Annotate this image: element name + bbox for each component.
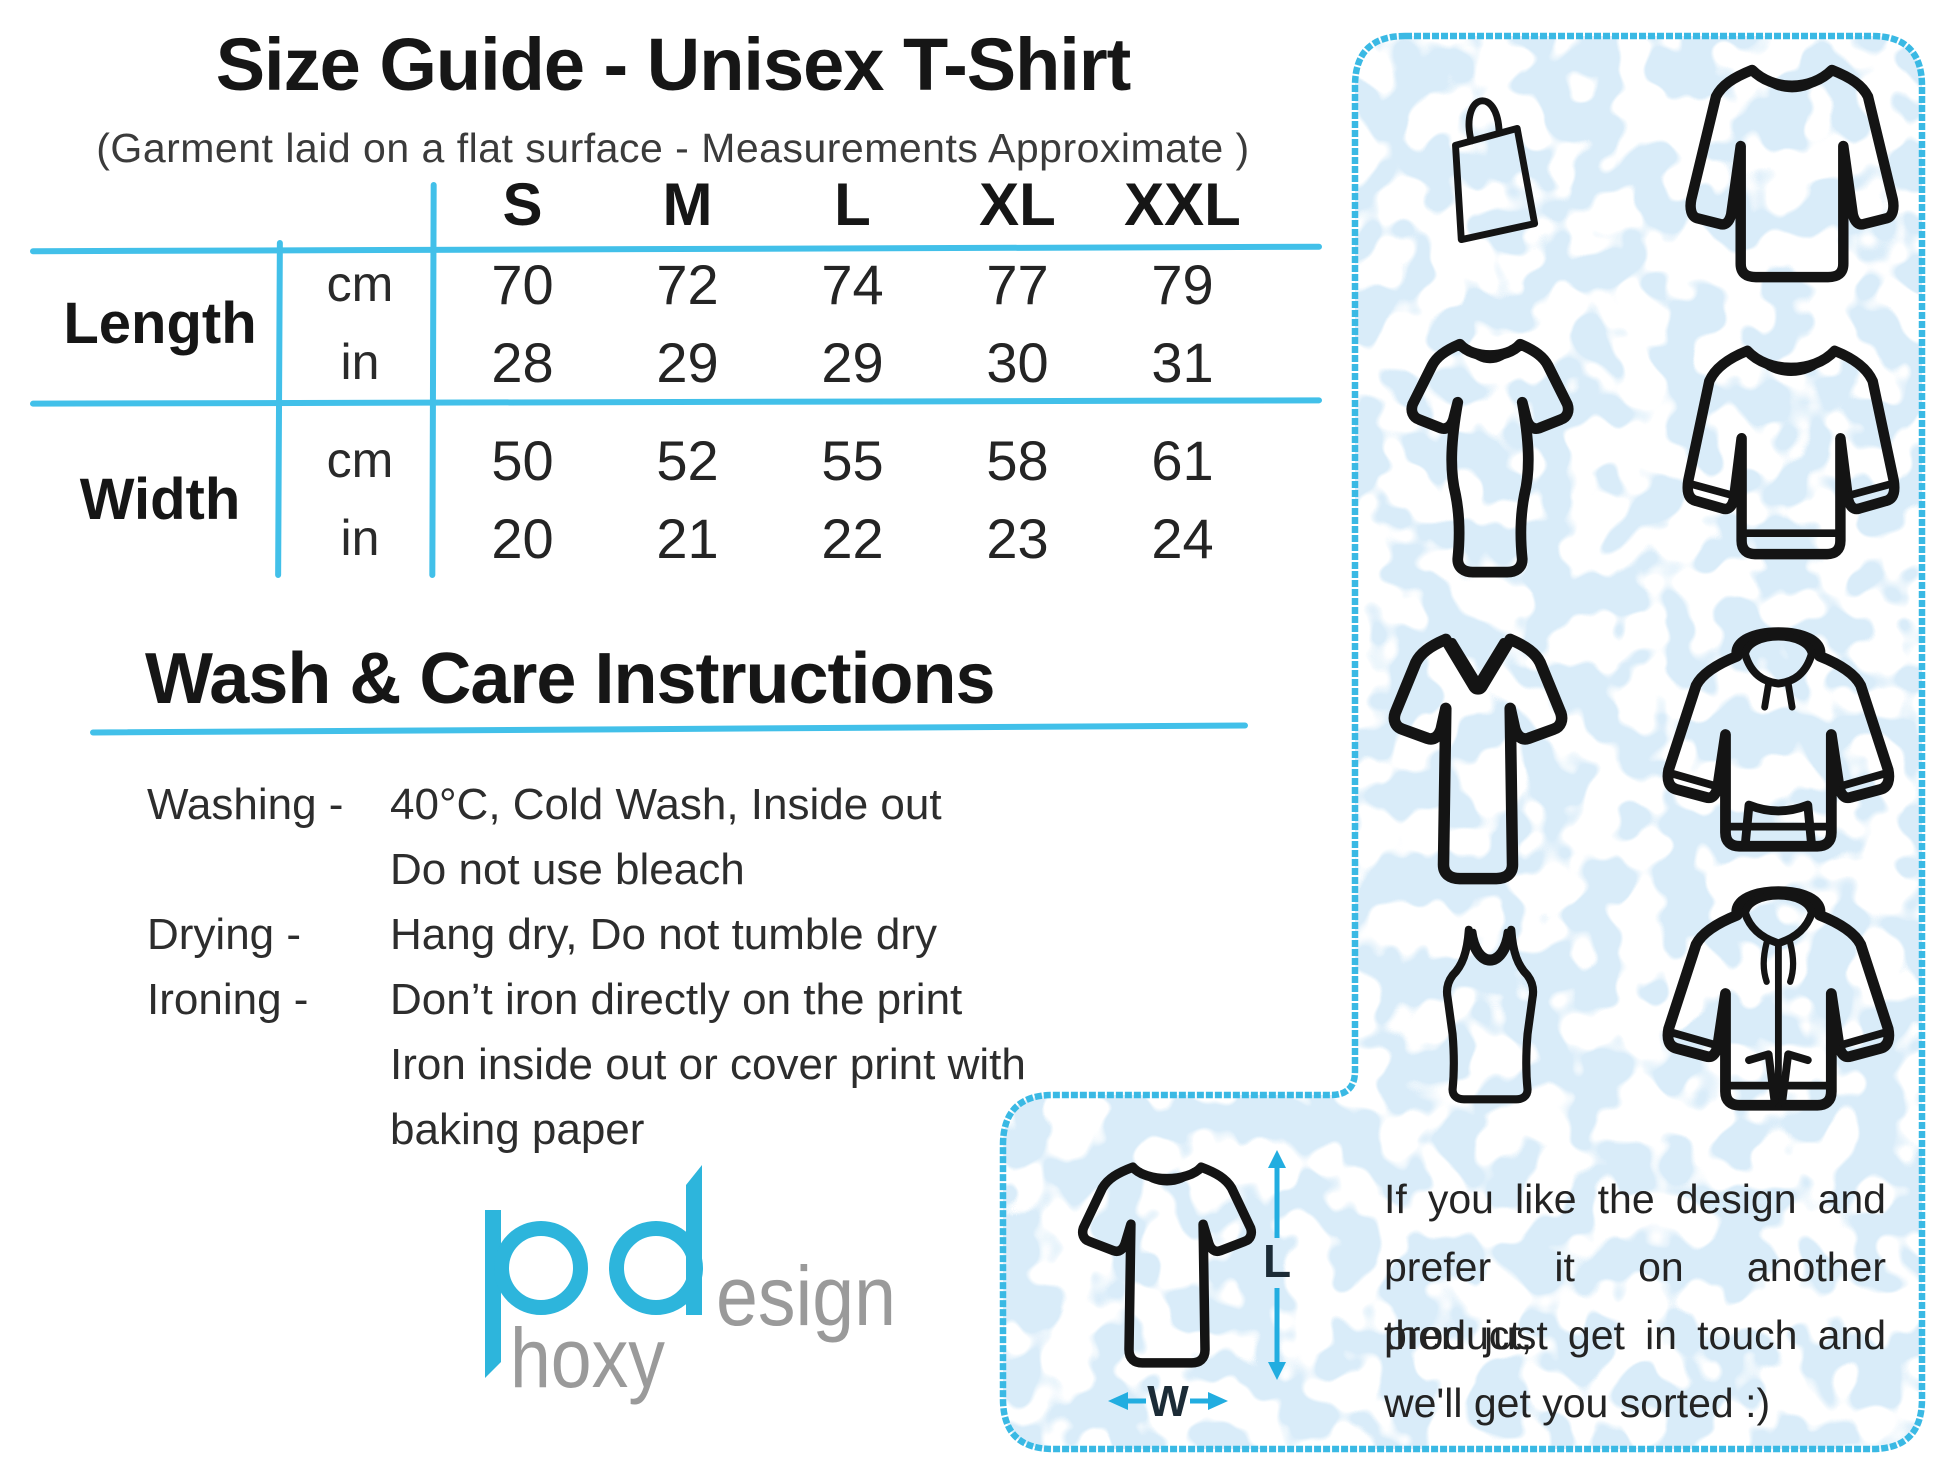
- logo-word-hoxy: hoxy: [510, 1311, 665, 1405]
- care-text: Don’t iron directly on the print: [390, 974, 963, 1024]
- width-in-xl: 23: [986, 506, 1049, 570]
- size-header-s: S: [502, 170, 543, 238]
- width-cm-xl: 58: [986, 428, 1049, 492]
- unit-length-in: in: [340, 334, 380, 390]
- care-instructions: Washing - 40°C, Cold Wash, Inside out Do…: [147, 772, 1026, 1162]
- width-in-m: 21: [656, 506, 719, 570]
- hoodie-icon: [1662, 627, 1895, 852]
- length-cm-s: 70: [491, 252, 554, 316]
- width-cm-m: 52: [656, 428, 719, 492]
- length-in-s: 28: [491, 330, 554, 394]
- contact-note: If you like the design and prefer it on …: [1384, 1165, 1886, 1437]
- care-label: Ironing -: [147, 974, 309, 1024]
- care-heading: Wash & Care Instructions: [145, 639, 995, 719]
- size-header-m: M: [662, 170, 713, 238]
- length-in-xxl: 31: [1151, 330, 1214, 394]
- zip-hoodie-icon: [1662, 886, 1895, 1111]
- header: Size Guide - Unisex T-Shirt (Garment lai…: [38, 0, 1308, 171]
- care-text: Hang dry, Do not tumble dry: [390, 909, 937, 959]
- size-header-l: L: [834, 170, 871, 238]
- contact-note-line: prefer it on another product,: [1384, 1244, 1886, 1358]
- care-label: Drying -: [147, 909, 302, 959]
- width-cm-xxl: 61: [1151, 428, 1214, 492]
- width-in-xxl: 24: [1151, 506, 1214, 570]
- logo-word-design: esign: [716, 1249, 896, 1343]
- contact-note-line: If you like the design and: [1384, 1176, 1886, 1222]
- tote-bag-icon: [1452, 97, 1539, 244]
- unit-width-in: in: [340, 510, 380, 566]
- length-in-xl: 30: [986, 330, 1049, 394]
- contact-note-line: then just get in touch and: [1384, 1312, 1886, 1358]
- size-header-xl: XL: [979, 170, 1056, 238]
- length-cm-xxl: 79: [1151, 252, 1214, 316]
- care-text: Iron inside out or cover print with: [390, 1039, 1026, 1089]
- width-measure-label: W: [1147, 1377, 1189, 1426]
- care-text: baking paper: [390, 1104, 645, 1154]
- care-text: 40°C, Cold Wash, Inside out: [390, 779, 942, 829]
- contact-note-line: we'll get you sorted :): [1384, 1380, 1771, 1426]
- womens-tee-icon: [1406, 338, 1574, 578]
- row-label-width: Width: [79, 466, 241, 532]
- page-title: Size Guide - Unisex T-Shirt: [215, 23, 1132, 106]
- length-in-m: 29: [656, 330, 719, 394]
- size-table: S M L XL XXL Length cm 70 72 74 77 79 in…: [40, 163, 1265, 577]
- sweatshirt-icon: [1682, 345, 1900, 560]
- phoxy-design-logo: esign hoxy: [485, 1165, 896, 1405]
- page-subtitle: (Garment laid on a flat surface - Measur…: [96, 125, 1250, 171]
- row-label-length: Length: [63, 290, 257, 356]
- measure-tee-icon: [1077, 1162, 1257, 1368]
- care-text: Do not use bleach: [390, 844, 745, 894]
- width-in-s: 20: [491, 506, 554, 570]
- length-in-l: 29: [821, 330, 884, 394]
- logo-pd-mark: [485, 1165, 703, 1378]
- unit-width-cm: cm: [326, 432, 394, 488]
- v-neck-tee-icon: [1388, 633, 1568, 885]
- unit-length-cm: cm: [326, 256, 394, 312]
- care-row: Ironing - Don’t iron directly on the pri…: [147, 967, 1026, 1032]
- panel-border: [999, 32, 1926, 1453]
- long-sleeve-tee-icon: [1685, 64, 1899, 283]
- care-row: Do not use bleach: [147, 837, 1026, 902]
- length-cm-l: 74: [821, 252, 884, 316]
- length-measure-label: L: [1263, 1235, 1291, 1287]
- care-row: baking paper: [147, 1097, 1026, 1162]
- length-cm-m: 72: [656, 252, 719, 316]
- care-row: Iron inside out or cover print with: [147, 1032, 1026, 1097]
- length-arrow: [1268, 1150, 1286, 1380]
- tank-top-icon: [1442, 925, 1538, 1104]
- care-row: Drying - Hang dry, Do not tumble dry: [147, 902, 1026, 967]
- width-in-l: 22: [821, 506, 884, 570]
- width-cm-l: 55: [821, 428, 884, 492]
- care-label: Washing -: [147, 779, 344, 829]
- care-row: Washing - 40°C, Cold Wash, Inside out: [147, 772, 1026, 837]
- width-cm-s: 50: [491, 428, 554, 492]
- width-arrow: [1108, 1392, 1228, 1410]
- length-cm-xl: 77: [986, 252, 1049, 316]
- size-header-xxl: XXL: [1124, 170, 1241, 238]
